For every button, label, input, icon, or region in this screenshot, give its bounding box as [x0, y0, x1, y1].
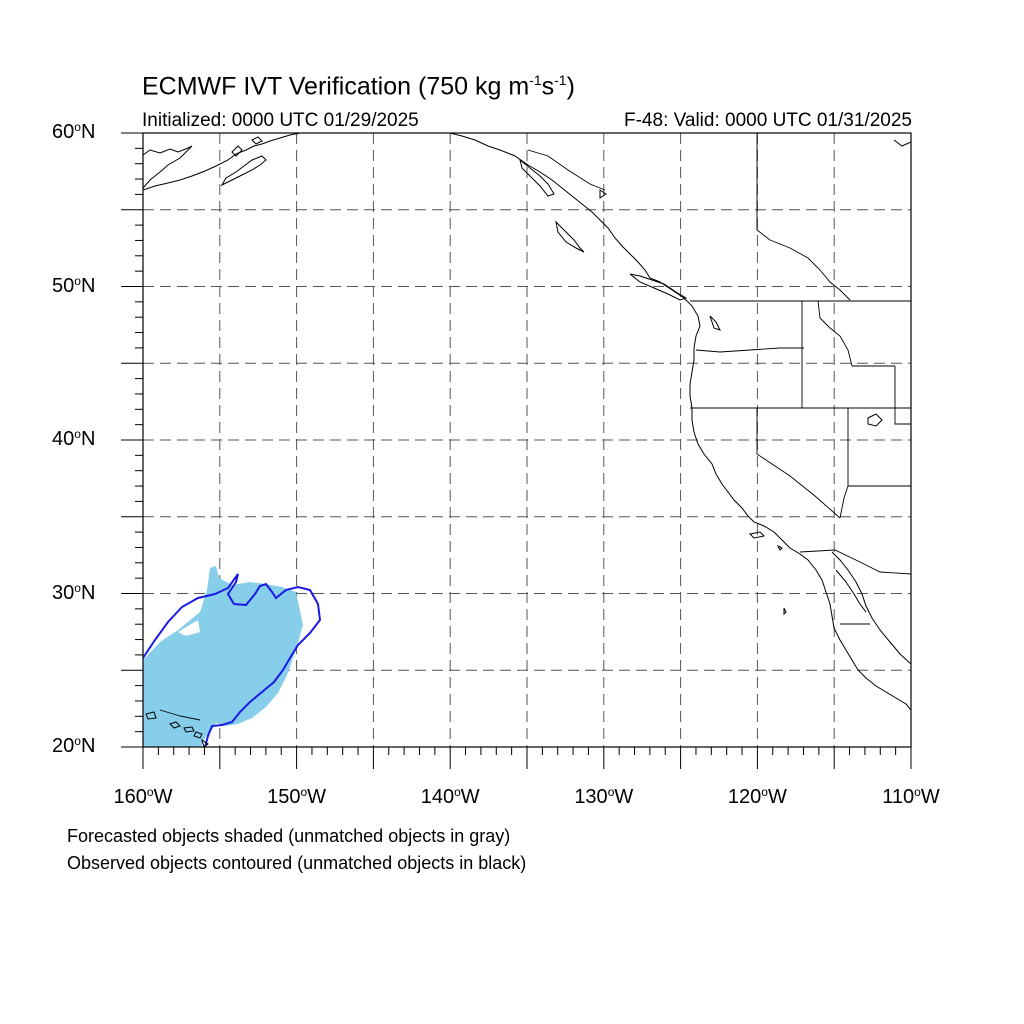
degree-symbol: o: [74, 580, 81, 595]
title-mid: s: [541, 72, 555, 101]
title-suffix: ): [566, 72, 575, 101]
latitude-label-value: 20: [52, 735, 75, 757]
longitude-label-hemisphere: W: [767, 786, 787, 808]
latitude-label-hemisphere: N: [80, 121, 96, 143]
longitude-label-value: 120: [727, 786, 762, 808]
latitude-label-hemisphere: N: [80, 428, 96, 450]
longitude-label: 160oW: [83, 785, 203, 809]
longitude-label-value: 160: [113, 786, 147, 808]
degree-symbol: o: [761, 785, 768, 799]
degree-symbol: o: [74, 427, 81, 441]
degree-symbol: o: [74, 273, 81, 288]
latitude-label: 20oN: [52, 734, 132, 758]
longitude-label-hemisphere: W: [614, 786, 634, 808]
longitude-label-hemisphere: W: [153, 786, 173, 808]
latitude-label-value: 60: [52, 121, 75, 143]
chart-title: ECMWF IVT Verification (750 kg m-1s-1): [142, 72, 575, 101]
axis-ticks: [121, 132, 912, 769]
longitude-label: 110oW: [851, 785, 971, 809]
degree-symbol: o: [74, 734, 81, 748]
latitude-label-value: 40: [52, 428, 75, 450]
title-prefix: ECMWF IVT Verification (750 kg m: [142, 72, 530, 101]
latitude-label-value: 30: [52, 581, 75, 604]
longitude-label: 140oW: [390, 785, 510, 809]
latitude-label-value: 50: [52, 274, 75, 297]
title-exponent-2: -1: [554, 72, 567, 88]
degree-symbol: o: [146, 785, 154, 799]
hawaiian-islands: [145, 711, 209, 747]
coastline-alaska: [143, 133, 301, 191]
degree-symbol: o: [74, 120, 81, 134]
longitude-label-value: 130: [574, 786, 608, 808]
longitude-label-hemisphere: W: [460, 786, 480, 808]
degree-symbol: o: [607, 785, 615, 799]
forecast-ivt-object: [143, 566, 303, 747]
degree-symbol: o: [914, 785, 921, 799]
latitude-label-hemisphere: N: [80, 735, 96, 757]
title-exponent-1: -1: [529, 72, 542, 88]
longitude-label: 150oW: [237, 785, 357, 809]
degree-symbol: o: [454, 785, 461, 799]
latitude-label: 60oN: [52, 120, 132, 144]
plot-frame: [142, 132, 912, 748]
latitude-label: 40oN: [52, 427, 132, 451]
degree-symbol: o: [300, 785, 308, 799]
longitude-label-hemisphere: W: [920, 786, 940, 808]
latitude-label: 50oN: [52, 274, 132, 298]
latitude-label: 30oN: [52, 581, 132, 605]
forecast-object-gap: [178, 620, 200, 636]
latitude-label-hemisphere: N: [80, 274, 96, 297]
note-forecast: Forecasted objects shaded (unmatched obj…: [67, 826, 511, 846]
valid-time: F-48: Valid: 0000 UTC 01/31/2025: [624, 110, 912, 131]
longitude-label: 130oW: [544, 785, 664, 809]
latitude-label-hemisphere: N: [80, 581, 96, 604]
longitude-label-value: 110: [882, 786, 915, 808]
observed-ivt-contour: [143, 573, 322, 747]
longitude-label-value: 150: [267, 786, 301, 808]
longitude-label-value: 140: [420, 786, 455, 808]
political-boundaries: [159, 133, 911, 721]
initialized-time: Initialized: 0000 UTC 01/29/2025: [142, 110, 419, 131]
note-observed: Observed objects contoured (unmatched ob…: [67, 853, 527, 873]
longitude-label-hemisphere: W: [307, 786, 327, 808]
coastline-north-america-west: [449, 133, 911, 711]
longitude-label: 120oW: [697, 785, 817, 809]
